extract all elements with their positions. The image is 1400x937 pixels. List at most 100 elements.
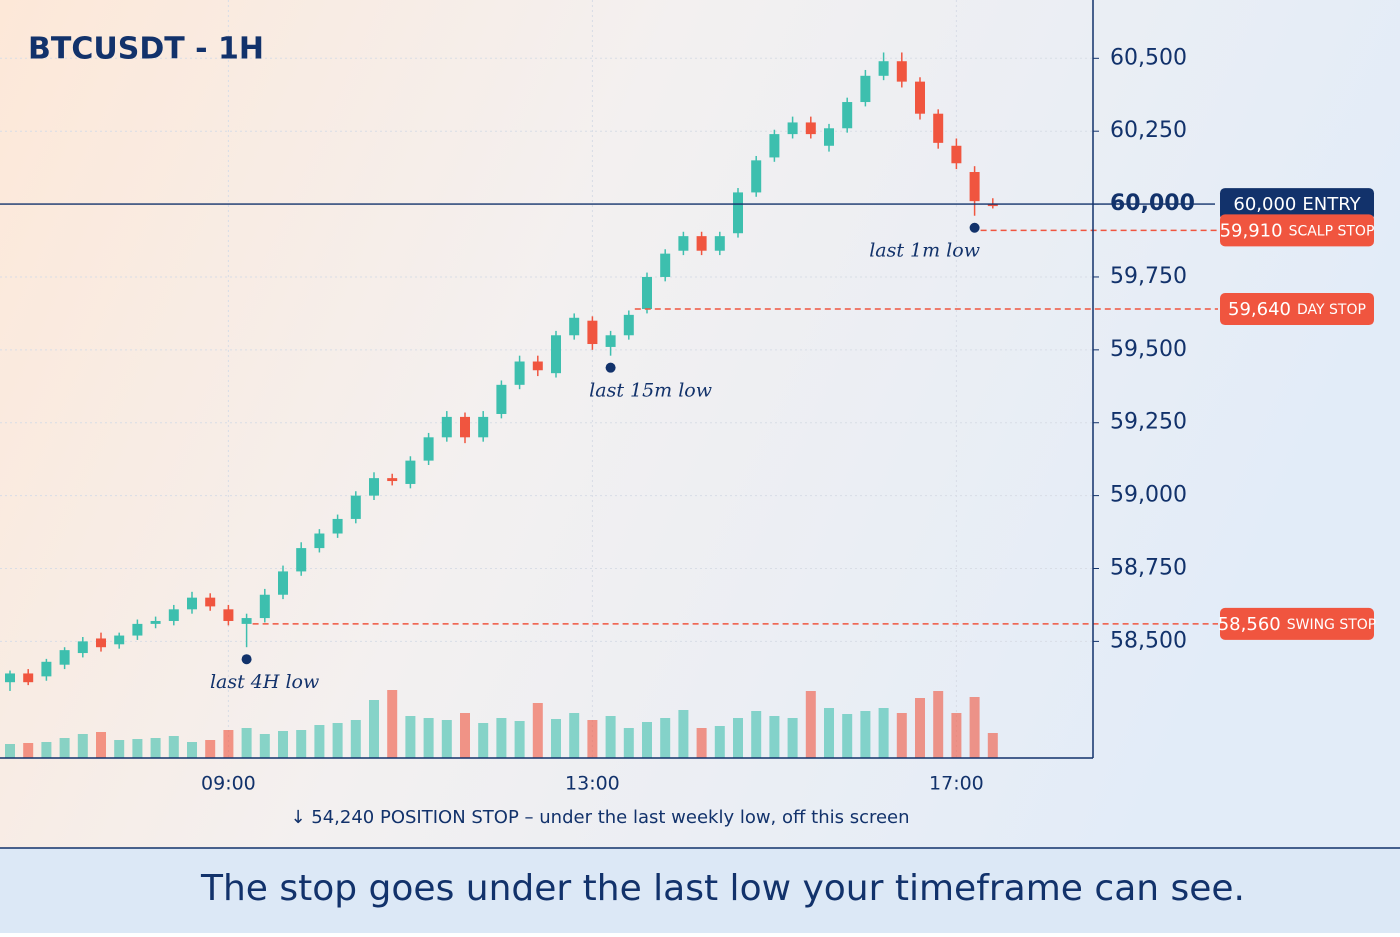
low-marker bbox=[969, 222, 980, 233]
candle-body bbox=[696, 236, 707, 251]
footnote: ↓ 54,240 POSITION STOP – under the last … bbox=[290, 807, 909, 828]
level-box bbox=[1220, 214, 1374, 247]
volume-bar bbox=[660, 718, 671, 758]
volume-bar bbox=[878, 708, 889, 758]
candle-body bbox=[150, 620, 161, 624]
volume-bar bbox=[332, 723, 343, 758]
axes: 58,500 58,750 59,000 59,250 59,500 59,750 60,0… bbox=[201, 45, 1195, 794]
volume-bar bbox=[696, 728, 707, 758]
candle-body bbox=[314, 533, 325, 549]
level-value: 59,910 bbox=[1220, 220, 1283, 241]
volume-bar bbox=[623, 728, 634, 758]
volume bbox=[5, 690, 998, 758]
volume-bar bbox=[478, 723, 489, 758]
level-value: 59,640 bbox=[1228, 299, 1291, 320]
volume-bar bbox=[314, 725, 325, 758]
volume-bar bbox=[296, 730, 307, 758]
level-value: 60,000 bbox=[1233, 194, 1296, 215]
y-tick-label: 58,750 bbox=[1110, 556, 1187, 581]
candle-body bbox=[423, 437, 434, 461]
low-marker bbox=[241, 654, 252, 665]
y-tick-label: 60,250 bbox=[1110, 118, 1187, 143]
volume-bar bbox=[77, 734, 88, 758]
candle-body bbox=[387, 478, 398, 482]
candle-body bbox=[59, 650, 70, 665]
volume-bar bbox=[59, 738, 70, 758]
candle-body bbox=[769, 134, 780, 158]
volume-bar bbox=[714, 726, 725, 758]
volume-bar bbox=[223, 730, 234, 758]
volume-bar bbox=[678, 710, 689, 758]
level-tag: SCALP STOP bbox=[1289, 223, 1375, 239]
volume-bar bbox=[605, 716, 616, 758]
volume-bar bbox=[751, 711, 762, 758]
y-tick-label: 58,500 bbox=[1110, 628, 1187, 653]
volume-bar bbox=[350, 720, 361, 758]
candle-body bbox=[642, 276, 652, 310]
volume-bar bbox=[969, 697, 980, 758]
volume-bar bbox=[769, 716, 780, 758]
candle-body bbox=[223, 609, 234, 621]
volume-bar bbox=[514, 721, 525, 758]
y-tick-label: 60,000 bbox=[1110, 191, 1195, 216]
volume-bar bbox=[896, 713, 907, 758]
volume-bar bbox=[587, 720, 598, 758]
volume-bar bbox=[787, 718, 798, 758]
candle-body bbox=[569, 317, 580, 336]
level-tag: DAY STOP bbox=[1297, 302, 1366, 318]
y-tick-label: 59,500 bbox=[1110, 337, 1187, 362]
candle-body bbox=[915, 81, 925, 114]
levels: 60,000 ENTRY 59,910 SCALP STOP 59,640 DAY STO… bbox=[0, 188, 1376, 693]
candle-body bbox=[587, 320, 598, 345]
candle-body bbox=[969, 172, 980, 202]
volume-bar bbox=[150, 738, 161, 758]
y-tick-label: 59,000 bbox=[1110, 483, 1187, 508]
volume-bar bbox=[951, 713, 962, 758]
candle-body bbox=[369, 478, 379, 496]
volume-bar bbox=[551, 719, 561, 758]
volume-bar bbox=[842, 714, 853, 758]
candle-body bbox=[824, 128, 834, 146]
y-tick-label: 59,750 bbox=[1110, 264, 1187, 289]
candle-body bbox=[241, 618, 252, 624]
volume-bar bbox=[824, 708, 834, 758]
volume-bar bbox=[569, 713, 580, 758]
candle-body bbox=[714, 236, 725, 251]
volume-bar bbox=[132, 739, 143, 758]
volume-bar bbox=[114, 740, 125, 758]
caption-band bbox=[0, 848, 1400, 933]
level-box bbox=[1220, 188, 1374, 221]
volume-bar bbox=[205, 740, 216, 758]
volume-bar bbox=[860, 711, 871, 758]
candle-body bbox=[860, 75, 871, 103]
low-marker bbox=[605, 362, 616, 373]
chart-title: BTCUSDT - 1H bbox=[28, 32, 264, 67]
candle-body bbox=[660, 253, 671, 277]
level-box bbox=[1220, 293, 1374, 326]
level-label: 60,000 ENTRY bbox=[1233, 194, 1361, 215]
level-label: 59,640 DAY STOP bbox=[1228, 299, 1366, 320]
candle-body bbox=[751, 160, 762, 193]
level-label: 59,910 SCALP STOP bbox=[1220, 220, 1375, 241]
volume-bar bbox=[5, 744, 15, 758]
candle-body bbox=[205, 597, 216, 607]
volume-bar bbox=[259, 734, 270, 758]
candle-body bbox=[96, 638, 106, 648]
volume-bar bbox=[987, 733, 998, 758]
candle-body bbox=[332, 518, 343, 534]
candle-body bbox=[77, 641, 88, 654]
x-tick-label: 17:00 bbox=[929, 773, 984, 795]
volume-bar bbox=[168, 736, 179, 758]
volume-bar bbox=[387, 690, 398, 758]
candle-body bbox=[896, 61, 907, 82]
candle-body bbox=[605, 335, 616, 347]
volume-bar bbox=[933, 691, 944, 758]
annotation: last 1m low bbox=[869, 240, 980, 262]
candle-body bbox=[5, 673, 15, 683]
volume-bar bbox=[423, 718, 434, 758]
candle-body bbox=[405, 460, 416, 484]
level-tag: ENTRY bbox=[1302, 194, 1361, 215]
volume-bar bbox=[41, 742, 52, 758]
